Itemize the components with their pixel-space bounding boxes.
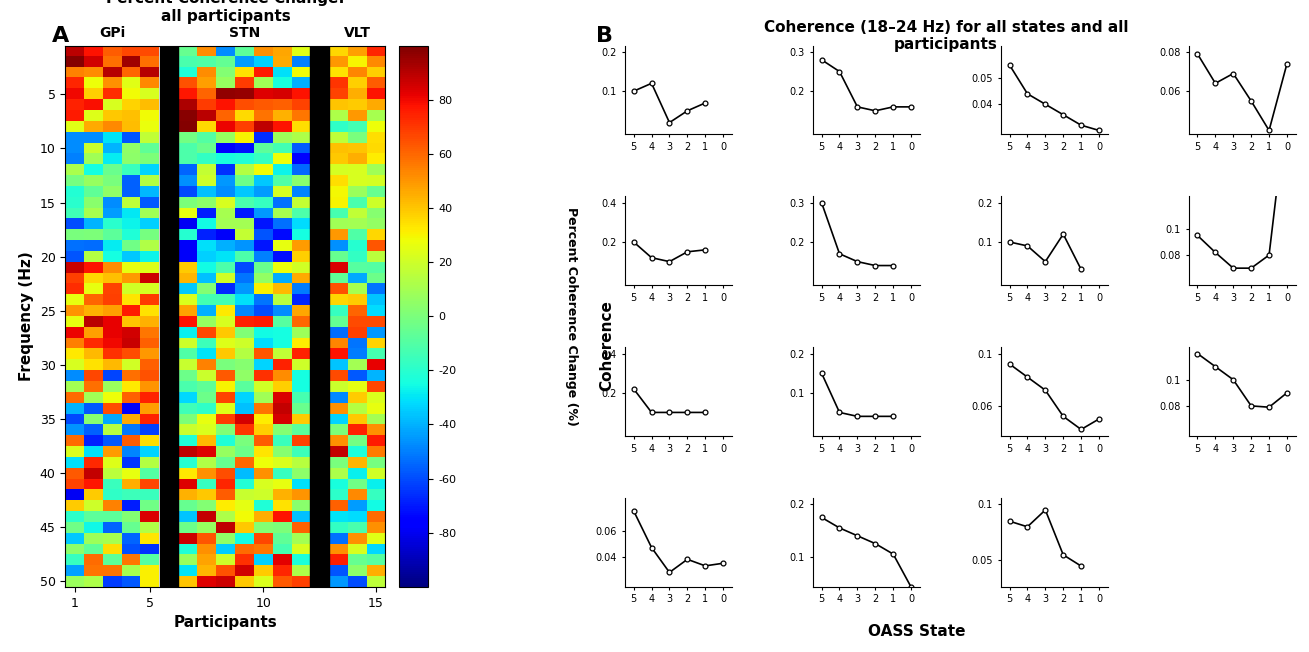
Text: VLT: VLT bbox=[344, 26, 370, 40]
Text: STN: STN bbox=[229, 26, 260, 40]
Y-axis label: Percent Coherence Change (%): Percent Coherence Change (%) bbox=[565, 207, 579, 426]
Bar bbox=[160, 46, 178, 587]
Title: Percent Coherence Change:
all participants: Percent Coherence Change: all participan… bbox=[106, 0, 344, 23]
Text: B: B bbox=[596, 26, 613, 46]
X-axis label: Participants: Participants bbox=[174, 615, 278, 630]
Text: Coherence: Coherence bbox=[600, 300, 614, 391]
Text: OASS State: OASS State bbox=[868, 624, 965, 639]
Text: A: A bbox=[52, 26, 69, 46]
Y-axis label: Frequency (Hz): Frequency (Hz) bbox=[20, 251, 34, 381]
Text: GPi: GPi bbox=[99, 26, 126, 40]
Text: Coherence (18–24 Hz) for all states and all
participants: Coherence (18–24 Hz) for all states and … bbox=[763, 20, 1128, 52]
Bar bbox=[310, 46, 329, 587]
